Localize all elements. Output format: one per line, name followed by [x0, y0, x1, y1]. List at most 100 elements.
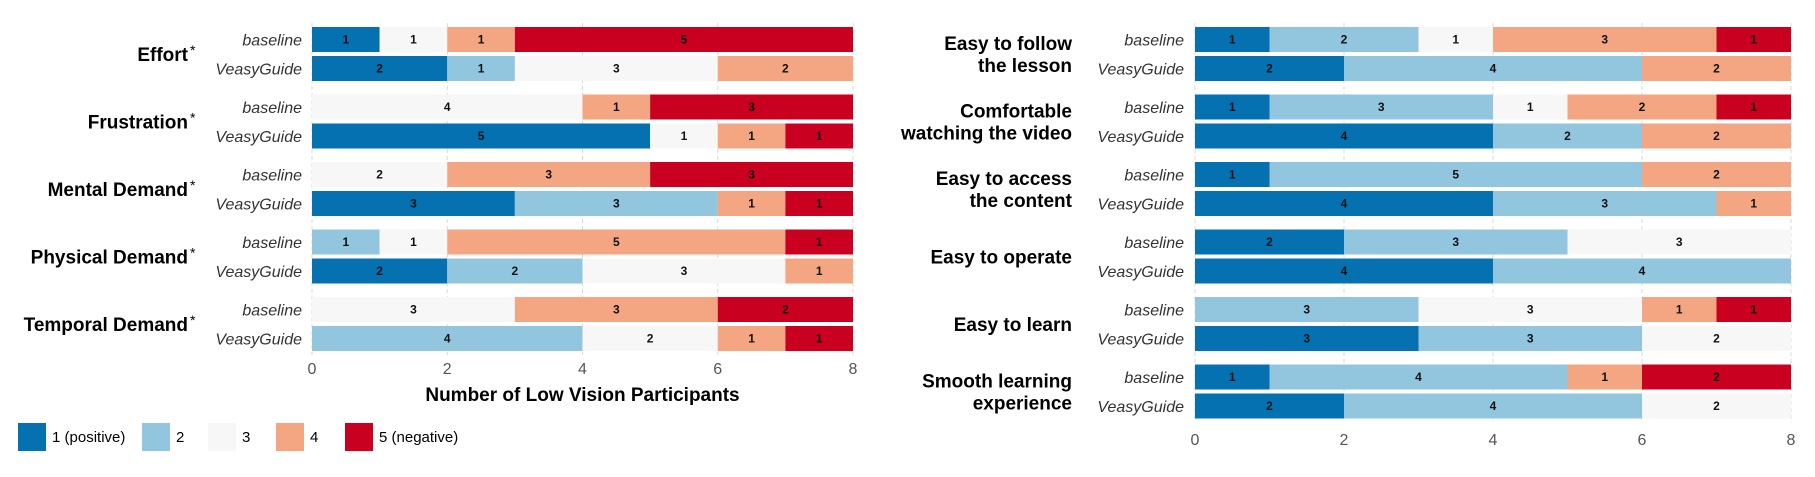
bar-segment-rating-4	[447, 162, 651, 187]
x-tick-label: 0	[308, 361, 317, 378]
bar-segment-rating-2	[1269, 364, 1568, 390]
bar-segment-rating-1	[1195, 191, 1493, 216]
segment-value-label: 2	[1266, 62, 1273, 76]
x-tick-label: 2	[443, 361, 452, 378]
x-axis-label: Number of Low Vision Participants	[425, 385, 739, 406]
segment-value-label: 1	[1229, 168, 1236, 182]
segment-value-label: 1	[1601, 370, 1608, 384]
bar-segment-rating-1	[1195, 229, 1344, 255]
bar-segment-rating-4	[1642, 123, 1791, 149]
bar-segment-rating-2	[1344, 56, 1642, 81]
bar-segment-rating-2	[1493, 191, 1717, 216]
category-label: Physical Demand	[31, 248, 188, 269]
category-label: Frustration	[88, 113, 188, 134]
segment-value-label: 1	[1750, 100, 1757, 114]
bar-segment-rating-5	[514, 27, 853, 52]
bar-segment-rating-4	[717, 123, 786, 149]
legend-swatch-4	[276, 423, 304, 451]
bar-segment-rating-1	[312, 56, 448, 81]
significance-mark: *	[190, 110, 196, 126]
bar-segment-rating-2	[1344, 393, 1642, 419]
group-label-veasyguide: VeasyGuide	[1097, 332, 1184, 349]
segment-value-label: 1	[748, 129, 755, 143]
segment-value-label: 1	[342, 235, 349, 249]
legend-label: 5 (negative)	[379, 429, 458, 446]
group-label-baseline: baseline	[1124, 303, 1184, 320]
bar-segment-rating-2	[1269, 27, 1419, 52]
bar-segment-rating-3	[582, 258, 786, 284]
bar-segment-rating-4	[717, 326, 786, 351]
segment-value-label: 1	[748, 332, 755, 346]
bar-segment-rating-1	[1195, 27, 1270, 52]
category-label: the content	[970, 191, 1073, 212]
segment-value-label: 2	[376, 168, 383, 182]
segment-value-label: 3	[1676, 235, 1683, 249]
bar-segment-rating-5	[785, 123, 853, 149]
category-label: the lesson	[978, 56, 1072, 77]
bar-segment-rating-5	[650, 94, 853, 120]
segment-value-label: 3	[1452, 235, 1459, 249]
bar-segment-rating-3	[1418, 297, 1642, 322]
segment-value-label: 1	[342, 33, 349, 47]
segment-value-label: 1	[816, 129, 823, 143]
group-label-baseline: baseline	[1124, 168, 1184, 185]
bar-segment-rating-2	[514, 191, 718, 216]
bar-segment-rating-1	[312, 258, 448, 284]
bar-segment-rating-2	[1269, 162, 1642, 187]
segment-value-label: 2	[376, 264, 383, 278]
bar-segment-rating-2	[1195, 297, 1419, 322]
legend-label: 2	[176, 429, 184, 446]
segment-value-label: 4	[1341, 197, 1348, 211]
significance-mark: *	[190, 312, 196, 328]
segment-value-label: 1	[1676, 303, 1683, 317]
group-label-baseline: baseline	[242, 33, 302, 50]
bar-segment-rating-5	[1716, 297, 1791, 322]
bar-segment-rating-4	[717, 191, 786, 216]
segment-value-label: 4	[1341, 264, 1348, 278]
category-label: Mental Demand	[48, 180, 188, 201]
segment-value-label: 1	[613, 100, 620, 114]
bar-segment-rating-1	[1195, 393, 1344, 419]
bar-segment-rating-2	[312, 229, 380, 255]
segment-value-label: 2	[1713, 168, 1720, 182]
segment-value-label: 3	[613, 62, 620, 76]
bar-segment-rating-4	[514, 297, 718, 322]
segment-value-label: 2	[1266, 399, 1273, 413]
segment-value-label: 4	[444, 100, 451, 114]
bar-segment-rating-5	[1716, 27, 1791, 52]
segment-value-label: 1	[816, 264, 823, 278]
segment-value-label: 1	[478, 62, 485, 76]
segment-value-label: 4	[1490, 399, 1497, 413]
segment-value-label: 1	[1229, 100, 1236, 114]
bar-segment-rating-1	[1195, 258, 1493, 284]
bar-segment-rating-4	[785, 258, 853, 284]
segment-value-label: 4	[1490, 62, 1497, 76]
group-label-baseline: baseline	[1124, 33, 1184, 50]
x-tick-label: 4	[1489, 432, 1498, 449]
bar-segment-rating-1	[312, 27, 380, 52]
significance-mark: *	[190, 42, 196, 58]
segment-value-label: 2	[1713, 62, 1720, 76]
bar-segment-rating-2	[447, 56, 515, 81]
segment-value-label: 1	[478, 33, 485, 47]
segment-value-label: 4	[444, 332, 451, 346]
bar-segment-rating-2	[447, 258, 583, 284]
bar-segment-rating-4	[1642, 56, 1791, 81]
category-label: watching the video	[900, 124, 1072, 145]
bar-segment-rating-3	[582, 326, 718, 351]
category-label: Easy to learn	[954, 315, 1072, 336]
bar-segment-rating-1	[1195, 364, 1270, 390]
segment-value-label: 3	[410, 303, 417, 317]
segment-value-label: 2	[1341, 33, 1348, 47]
category-label: Temporal Demand	[24, 315, 188, 336]
bar-segment-rating-5	[1716, 94, 1791, 120]
bar-segment-rating-2	[1269, 94, 1493, 120]
segment-value-label: 3	[613, 197, 620, 211]
bar-segment-rating-2	[1418, 326, 1642, 351]
segment-value-label: 3	[545, 168, 552, 182]
x-tick-label: 6	[1638, 432, 1647, 449]
bar-segment-rating-3	[1493, 94, 1568, 120]
legend-label: 1 (positive)	[52, 429, 125, 446]
segment-value-label: 1	[410, 235, 417, 249]
